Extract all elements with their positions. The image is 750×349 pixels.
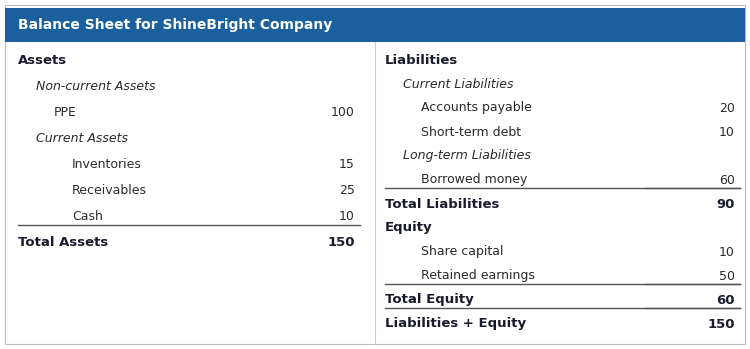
Text: 100: 100 (332, 105, 355, 119)
Text: 10: 10 (339, 209, 355, 223)
Bar (5, 8, 745, 42)
Text: Balance Sheet for ShineBright Company: Balance Sheet for ShineBright Company (18, 18, 332, 32)
Text: 60: 60 (716, 294, 735, 306)
Text: 15: 15 (339, 157, 355, 171)
Text: Inventories: Inventories (72, 157, 142, 171)
Text: 150: 150 (707, 318, 735, 331)
Text: 20: 20 (719, 102, 735, 114)
Text: Current Assets: Current Assets (36, 132, 128, 144)
Text: 25: 25 (339, 184, 355, 196)
Text: Current Liabilities: Current Liabilities (403, 77, 514, 90)
Text: 10: 10 (719, 245, 735, 259)
Text: Borrowed money: Borrowed money (421, 173, 527, 186)
Text: Liabilities: Liabilities (385, 53, 458, 67)
Text: 90: 90 (717, 198, 735, 210)
Text: 50: 50 (719, 269, 735, 282)
Text: 10: 10 (719, 126, 735, 139)
Text: PPE: PPE (54, 105, 76, 119)
Text: Cash: Cash (72, 209, 103, 223)
Text: Equity: Equity (385, 222, 433, 235)
Text: Assets: Assets (18, 53, 68, 67)
Text: 60: 60 (719, 173, 735, 186)
Text: Share capital: Share capital (421, 245, 503, 259)
Text: 150: 150 (328, 236, 355, 248)
Text: Total Liabilities: Total Liabilities (385, 198, 500, 210)
Text: Short-term debt: Short-term debt (421, 126, 521, 139)
Text: Long-term Liabilities: Long-term Liabilities (403, 149, 531, 163)
Text: Total Equity: Total Equity (385, 294, 474, 306)
Text: Accounts payable: Accounts payable (421, 102, 532, 114)
Text: Retained earnings: Retained earnings (421, 269, 535, 282)
Text: Total Assets: Total Assets (18, 236, 108, 248)
Text: Receivables: Receivables (72, 184, 147, 196)
Text: Liabilities + Equity: Liabilities + Equity (385, 318, 526, 331)
Text: Non-current Assets: Non-current Assets (36, 80, 155, 92)
